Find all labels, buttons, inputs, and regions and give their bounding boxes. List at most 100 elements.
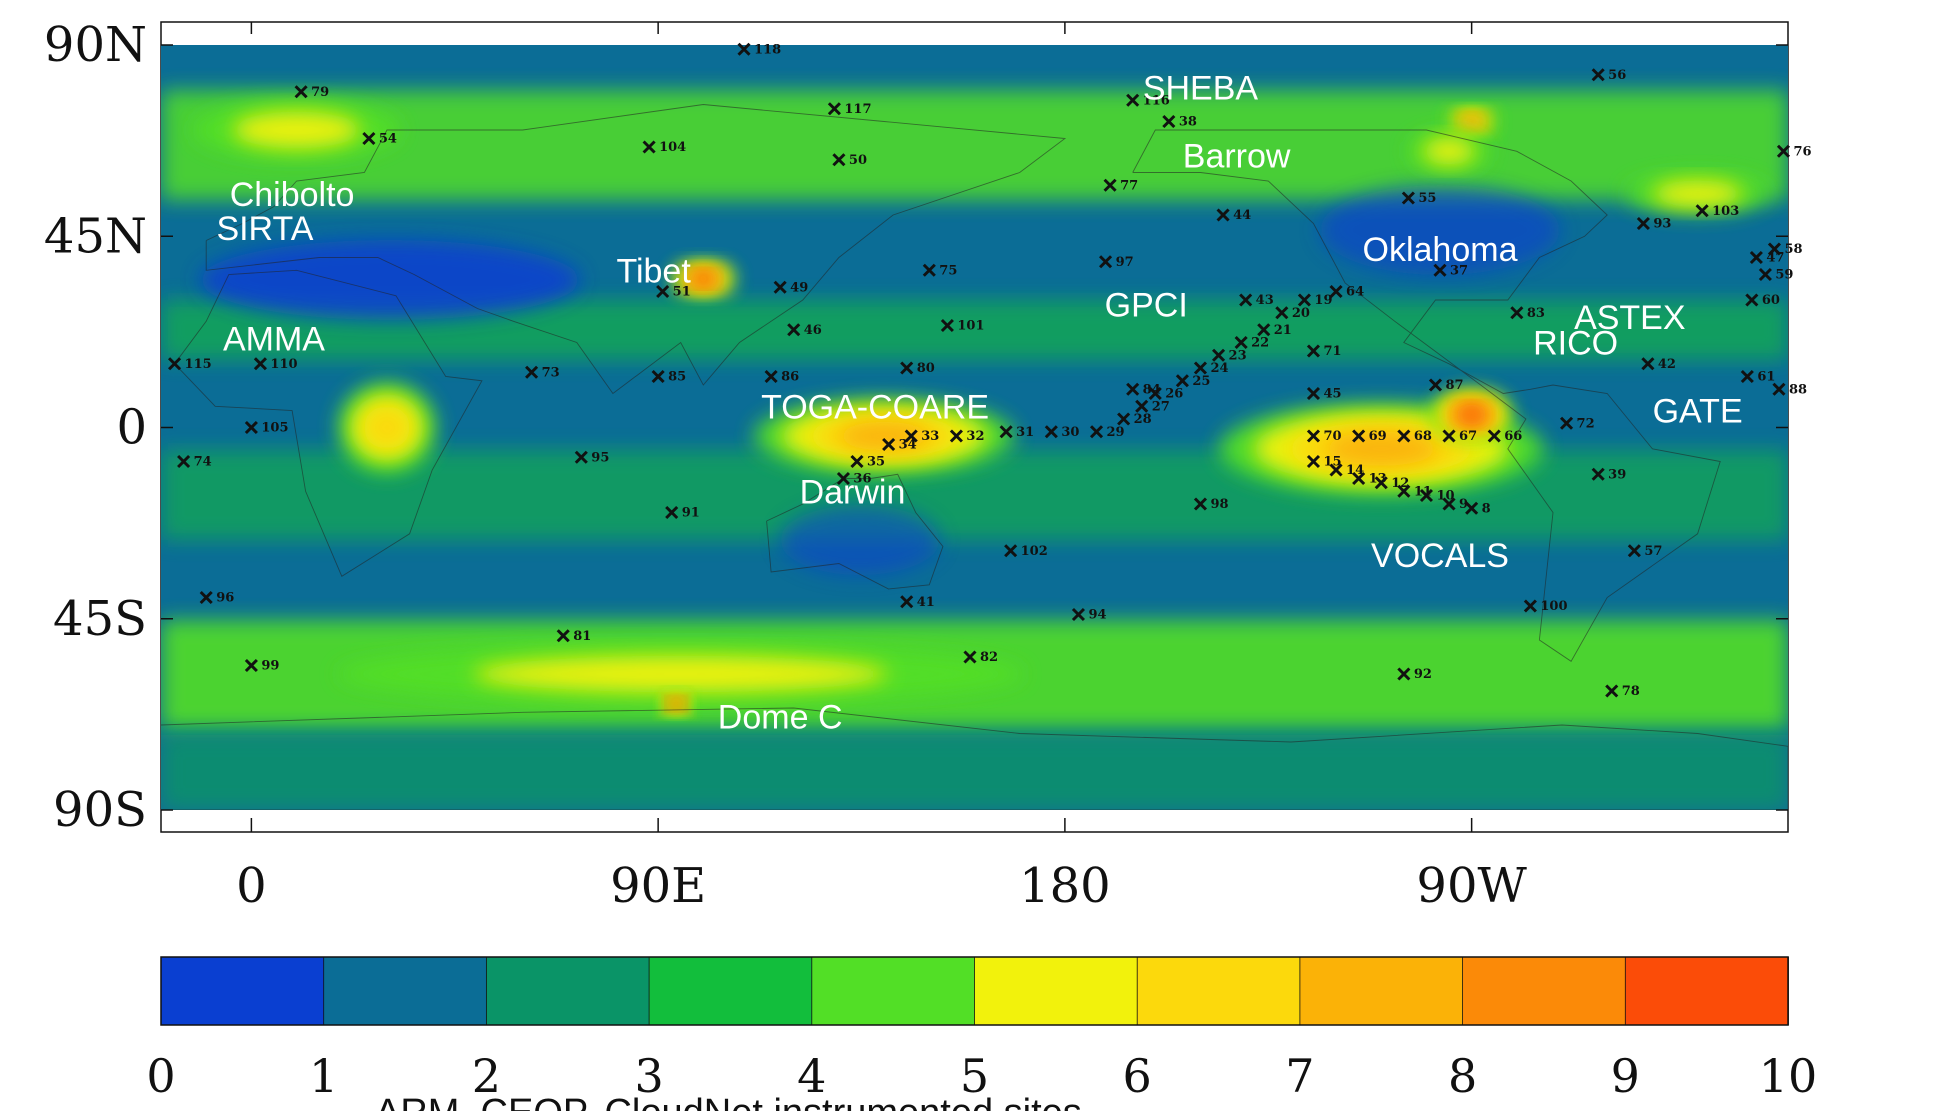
- site-cross: [1239, 293, 1253, 307]
- site-number: 115: [185, 357, 212, 372]
- colorbar-label: 8: [1448, 1049, 1477, 1103]
- colorbar-label: 5: [960, 1049, 989, 1103]
- site-cross: [1211, 348, 1226, 362]
- region-9-level-9: [670, 699, 683, 709]
- site-marker-85: 85: [651, 370, 686, 385]
- site-cross: [1103, 178, 1117, 192]
- site-number: 45: [1323, 387, 1341, 402]
- site-number: 70: [1323, 429, 1341, 444]
- site-number: 34: [899, 438, 917, 453]
- site-cross: [1306, 386, 1321, 401]
- site-marker-47: 47: [1749, 251, 1784, 266]
- site-marker-50: 50: [832, 153, 867, 168]
- site-cross: [1175, 374, 1189, 388]
- site-number: 19: [1314, 293, 1332, 308]
- site-cross: [1044, 425, 1058, 439]
- site-marker-83: 83: [1510, 306, 1545, 321]
- site-marker-81: 81: [556, 629, 591, 644]
- site-number: 42: [1658, 357, 1676, 372]
- region-1-level-9: [693, 272, 714, 285]
- lon-tick-label: 90E: [610, 858, 706, 914]
- site-marker-77: 77: [1103, 178, 1138, 193]
- site-number: 23: [1229, 348, 1247, 363]
- site-cross: [764, 369, 778, 384]
- colorbar-frame: [160, 956, 1789, 1026]
- site-marker-14: 14: [1329, 463, 1364, 478]
- site-number: 26: [1165, 387, 1183, 402]
- site-marker-72: 72: [1559, 416, 1595, 431]
- coastline-2: [766, 473, 944, 590]
- site-label-sheba: SHEBA: [1143, 70, 1259, 108]
- site-label-barrow: Barrow: [1183, 138, 1291, 176]
- colorbar-swatch-8: [1462, 956, 1627, 1026]
- site-number: 20: [1292, 306, 1310, 321]
- site-marker-43: 43: [1239, 293, 1274, 308]
- low-area-australia: [780, 505, 940, 575]
- site-number: 50: [849, 153, 867, 168]
- colorbar-swatch-9: [1624, 956, 1789, 1026]
- site-number: 43: [1256, 293, 1274, 308]
- site-number: 38: [1179, 115, 1197, 130]
- site-number: 105: [261, 421, 288, 436]
- site-number: 71: [1323, 344, 1341, 359]
- site-marker-67: 67: [1442, 429, 1477, 444]
- site-cross: [1275, 306, 1289, 320]
- site-marker-12: 12: [1374, 476, 1409, 491]
- site-number: 59: [1775, 268, 1793, 283]
- site-cross: [1401, 191, 1415, 205]
- site-number: 54: [379, 132, 397, 147]
- site-marker-37: 37: [1433, 263, 1468, 278]
- site-cross: [199, 590, 213, 605]
- site-marker-8: 8: [1465, 501, 1491, 516]
- site-marker-33: 33: [904, 429, 939, 444]
- colorbar: [160, 956, 1789, 1026]
- site-cross: [1193, 361, 1208, 375]
- site-number: 51: [673, 285, 691, 300]
- site-number: 75: [939, 263, 957, 278]
- site-label-amma: AMMA: [223, 320, 325, 358]
- site-number: 116: [1143, 93, 1170, 108]
- site-marker-79: 79: [294, 85, 329, 100]
- site-number: 41: [917, 595, 935, 610]
- lat-tick-label: 45S: [53, 591, 147, 647]
- coastlines: [161, 104, 1788, 810]
- site-marker-38: 38: [1162, 114, 1197, 130]
- site-marker-69: 69: [1352, 429, 1387, 444]
- site-number: 56: [1608, 68, 1626, 83]
- region-0-level-5: [232, 111, 361, 149]
- site-cross: [1428, 378, 1443, 392]
- site-marker-44: 44: [1216, 208, 1251, 223]
- site-marker-27: 27: [1135, 399, 1170, 414]
- site-number: 98: [1210, 497, 1228, 512]
- site-cross: [1487, 429, 1501, 443]
- colorbar-label: 4: [797, 1049, 826, 1103]
- site-cross: [1162, 114, 1176, 129]
- site-marker-97: 97: [1098, 255, 1134, 270]
- site-number: 35: [867, 455, 885, 470]
- site-cross: [1636, 216, 1650, 231]
- site-cross: [1776, 144, 1791, 158]
- site-cross: [1442, 497, 1456, 511]
- lat-tick-label: 90S: [53, 782, 147, 838]
- site-number: 103: [1712, 204, 1739, 219]
- site-cross: [922, 263, 936, 277]
- site-marker-51: 51: [656, 285, 691, 300]
- site-cross: [1352, 471, 1366, 486]
- region-8-level-5: [1423, 138, 1475, 165]
- region-7-level-8: [1462, 116, 1481, 127]
- site-marker-61: 61: [1740, 370, 1775, 385]
- site-number: 99: [261, 659, 279, 674]
- colorbar-swatch-0: [160, 956, 325, 1026]
- site-cross: [1216, 208, 1230, 222]
- site-cross: [1306, 429, 1321, 443]
- site-cross: [1397, 667, 1411, 681]
- site-marker-54: 54: [362, 132, 397, 147]
- lat-tick-label: 45N: [44, 208, 147, 264]
- site-number: 28: [1134, 412, 1152, 427]
- site-label-rico: RICO: [1533, 325, 1618, 363]
- site-number: 9: [1459, 497, 1468, 512]
- site-label-vocals: VOCALS: [1371, 537, 1509, 575]
- site-marker-21: 21: [1257, 323, 1292, 338]
- site-cross: [1126, 93, 1140, 107]
- colorbar-label: 9: [1611, 1049, 1640, 1103]
